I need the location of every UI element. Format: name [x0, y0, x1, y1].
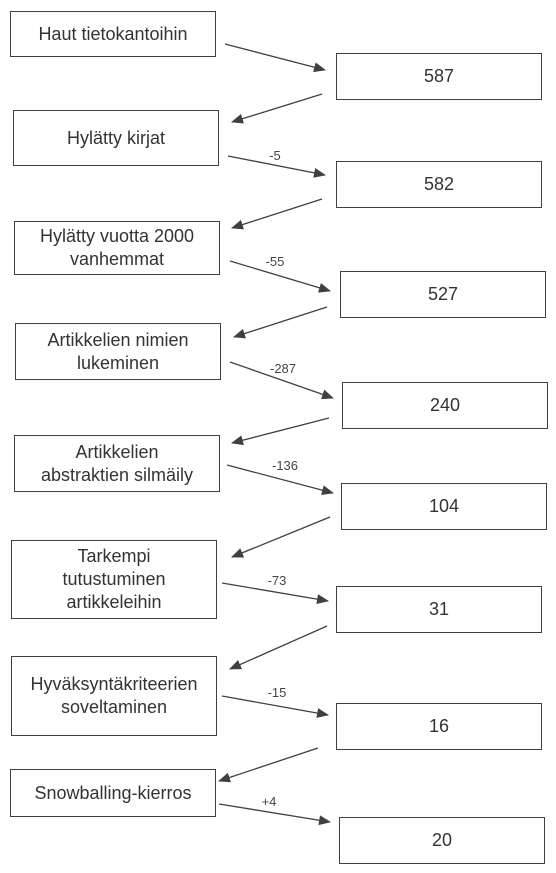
- arrow-to-next-step: [231, 417, 330, 446]
- step-box: Hylätty kirjat: [13, 110, 219, 166]
- step-label: Artikkelien nimien lukeminen: [47, 329, 189, 373]
- delta-label: -73: [268, 573, 287, 588]
- arrow-to-next-step: [231, 93, 323, 124]
- step-box: Artikkelien abstraktien silmäily: [14, 435, 220, 492]
- step-label: Haut tietokantoihin: [38, 23, 188, 44]
- step-label: Tarkempi tutustuminen artikkeleihin: [62, 546, 166, 612]
- delta-label: +4: [262, 794, 277, 809]
- count-value: 16: [428, 716, 450, 736]
- arrow-to-next-step: [229, 625, 328, 670]
- count-value: 31: [428, 599, 450, 619]
- step-box: Snowballing-kierros: [10, 769, 216, 817]
- delta-label: -5: [269, 148, 281, 163]
- arrow-to-next-step: [231, 516, 331, 558]
- count-value: 20: [431, 830, 453, 850]
- step-label: Hyväksyntäkriteerien soveltaminen: [30, 674, 198, 717]
- step-label: Hylätty vuotta 2000 vanhemmat: [39, 226, 195, 269]
- count-box: 527: [340, 271, 546, 318]
- arrow-to-count: [229, 361, 334, 400]
- count-value: 240: [429, 395, 461, 415]
- arrow-to-count: [226, 464, 334, 496]
- arrow-to-count: [224, 43, 326, 73]
- arrow-to-count: [227, 155, 326, 178]
- step-label: Artikkelien abstraktien silmäily: [40, 441, 194, 485]
- arrow-to-count: [221, 695, 329, 718]
- arrow-to-count: [221, 582, 329, 605]
- count-box: 104: [341, 483, 547, 530]
- step-box: Haut tietokantoihin: [10, 11, 216, 57]
- count-box: 31: [336, 586, 542, 633]
- count-box: 16: [336, 703, 542, 750]
- count-value: 582: [423, 174, 455, 194]
- count-box: 20: [339, 817, 545, 864]
- step-box: Tarkempi tutustuminen artikkeleihin: [11, 540, 217, 619]
- arrow-to-next-step: [233, 306, 328, 339]
- arrow-to-count: [229, 260, 331, 293]
- step-box: Hyväksyntäkriteerien soveltaminen: [11, 656, 217, 736]
- count-value: 104: [428, 496, 460, 516]
- step-box: Hylätty vuotta 2000 vanhemmat: [14, 221, 220, 275]
- delta-label: -287: [270, 361, 296, 376]
- count-value: 587: [423, 66, 455, 86]
- step-label: Snowballing-kierros: [34, 782, 192, 803]
- delta-label: -15: [268, 685, 287, 700]
- delta-label: -136: [272, 458, 298, 473]
- step-box: Artikkelien nimien lukeminen: [15, 323, 221, 380]
- count-box: 582: [336, 161, 542, 208]
- arrow-to-next-step: [218, 747, 319, 783]
- count-value: 527: [427, 284, 459, 304]
- count-box: 587: [336, 53, 542, 100]
- arrow-to-count: [218, 803, 331, 826]
- count-box: 240: [342, 382, 548, 429]
- arrow-to-next-step: [231, 198, 323, 230]
- step-label: Hylätty kirjat: [66, 127, 165, 148]
- delta-label: -55: [266, 254, 285, 269]
